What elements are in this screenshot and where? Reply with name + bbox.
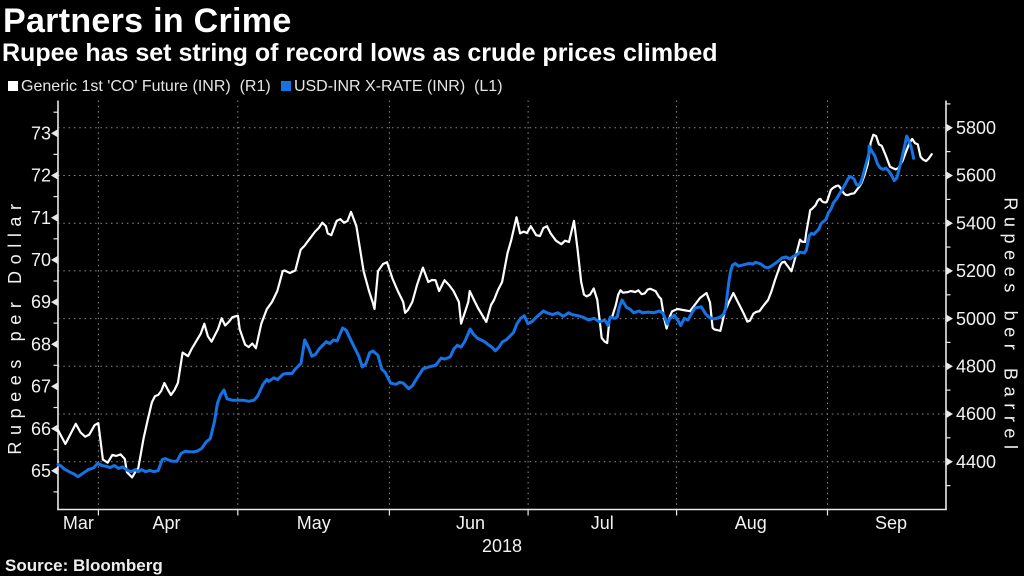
svg-text:73: 73 [31,124,51,144]
svg-text:4800: 4800 [956,357,996,377]
svg-text:68: 68 [31,334,51,354]
svg-text:5600: 5600 [956,166,996,186]
svg-text:Rupees ber Barrel: Rupees ber Barrel [1001,197,1021,455]
svg-text:71: 71 [31,208,51,228]
svg-text:4400: 4400 [956,452,996,472]
svg-text:72: 72 [31,166,51,186]
svg-text:5800: 5800 [956,118,996,138]
svg-text:2018: 2018 [482,536,522,556]
svg-text:69: 69 [31,292,51,312]
svg-text:5200: 5200 [956,261,996,281]
svg-text:Apr: Apr [152,513,180,533]
svg-text:Rupees per Dollar: Rupees per Dollar [5,197,25,454]
svg-text:May: May [297,513,331,533]
svg-text:Aug: Aug [735,513,767,533]
svg-text:5400: 5400 [956,213,996,233]
svg-text:67: 67 [31,377,51,397]
svg-text:70: 70 [31,250,51,270]
svg-text:Jul: Jul [591,513,614,533]
svg-text:66: 66 [31,419,51,439]
svg-text:Jun: Jun [456,513,485,533]
svg-text:5000: 5000 [956,309,996,329]
svg-text:4600: 4600 [956,404,996,424]
svg-text:Sep: Sep [875,513,907,533]
svg-text:Mar: Mar [63,513,94,533]
svg-text:65: 65 [31,461,51,481]
